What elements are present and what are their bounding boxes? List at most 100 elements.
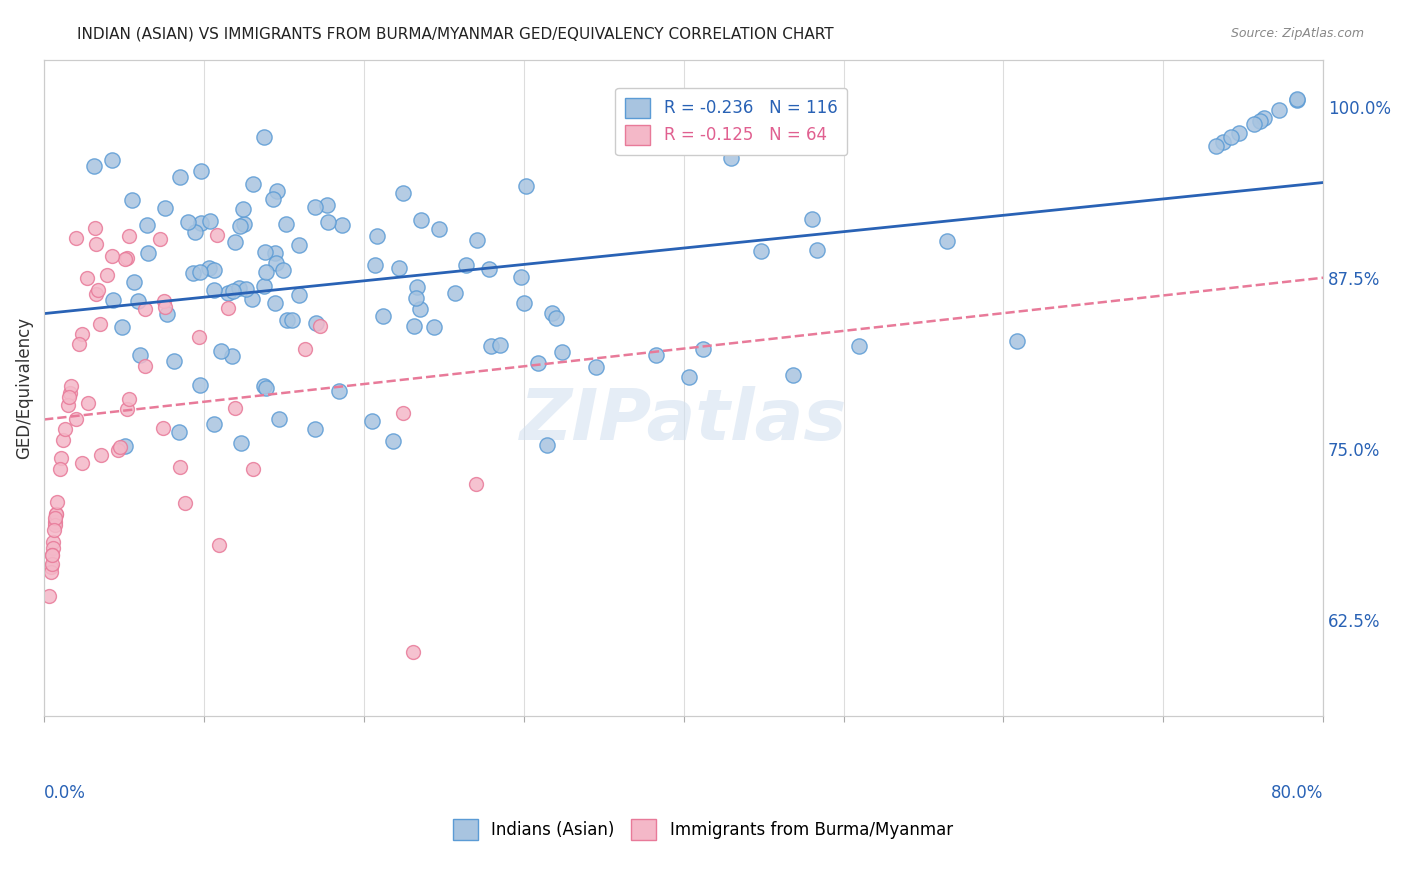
- Point: [232, 202, 254, 217]
- Point: [392, 186, 415, 200]
- Point: [118, 392, 141, 406]
- Point: [152, 421, 174, 435]
- Point: [423, 320, 446, 334]
- Point: [153, 300, 176, 314]
- Point: [720, 151, 742, 165]
- Point: [128, 348, 150, 362]
- Point: [1212, 135, 1234, 149]
- Point: [366, 229, 388, 244]
- Point: [163, 354, 186, 368]
- Point: [1005, 334, 1028, 349]
- Point: [316, 198, 339, 212]
- Point: [184, 225, 207, 239]
- Point: [183, 266, 205, 280]
- Point: [169, 169, 191, 184]
- Point: [513, 296, 536, 310]
- Point: [83, 159, 105, 173]
- Point: [254, 264, 277, 278]
- Point: [52, 433, 75, 447]
- Point: [536, 438, 558, 452]
- Point: [479, 339, 502, 353]
- Point: [69, 337, 91, 351]
- Point: [117, 229, 139, 244]
- Text: 80.0%: 80.0%: [1271, 784, 1323, 803]
- Point: [89, 318, 111, 332]
- Point: [41, 549, 63, 563]
- Point: [115, 251, 138, 265]
- Point: [167, 425, 190, 439]
- Point: [115, 402, 138, 417]
- Point: [188, 378, 211, 392]
- Point: [65, 412, 87, 426]
- Point: [749, 244, 772, 258]
- Point: [58, 391, 80, 405]
- Point: [197, 260, 219, 275]
- Point: [103, 293, 125, 307]
- Point: [190, 216, 212, 230]
- Point: [240, 292, 263, 306]
- Point: [509, 270, 531, 285]
- Point: [392, 407, 415, 421]
- Point: [53, 422, 76, 436]
- Point: [221, 349, 243, 363]
- Point: [402, 319, 425, 334]
- Point: [454, 259, 477, 273]
- Point: [444, 286, 467, 301]
- Point: [405, 292, 427, 306]
- Point: [429, 222, 451, 236]
- Point: [65, 231, 87, 245]
- Point: [264, 246, 287, 260]
- Point: [45, 507, 67, 521]
- Point: [38, 589, 60, 603]
- Point: [209, 344, 232, 359]
- Point: [309, 319, 332, 334]
- Point: [188, 264, 211, 278]
- Point: [304, 200, 326, 214]
- Point: [41, 559, 63, 574]
- Point: [409, 302, 432, 317]
- Point: [782, 368, 804, 383]
- Point: [156, 307, 179, 321]
- Point: [39, 565, 62, 579]
- Point: [83, 221, 105, 235]
- Point: [288, 237, 311, 252]
- Point: [1286, 93, 1309, 107]
- Point: [84, 237, 107, 252]
- Point: [801, 212, 824, 227]
- Point: [264, 256, 287, 270]
- Point: [478, 261, 501, 276]
- Point: [515, 178, 537, 193]
- Point: [644, 348, 666, 362]
- Point: [96, 268, 118, 283]
- Point: [1253, 112, 1275, 126]
- Point: [202, 417, 225, 431]
- Legend: R = -0.236   N = 116, R = -0.125   N = 64: R = -0.236 N = 116, R = -0.125 N = 64: [616, 87, 848, 155]
- Point: [124, 275, 146, 289]
- Point: [42, 535, 65, 549]
- Point: [242, 178, 264, 192]
- Point: [330, 219, 353, 233]
- Text: INDIAN (ASIAN) VS IMMIGRANTS FROM BURMA/MYANMAR GED/EQUIVALENCY CORRELATION CHAR: INDIAN (ASIAN) VS IMMIGRANTS FROM BURMA/…: [77, 27, 834, 42]
- Point: [262, 193, 284, 207]
- Point: [287, 288, 309, 302]
- Point: [409, 212, 432, 227]
- Point: [111, 319, 134, 334]
- Point: [692, 342, 714, 356]
- Point: [229, 436, 252, 450]
- Point: [134, 301, 156, 316]
- Point: [100, 153, 122, 167]
- Point: [44, 511, 66, 525]
- Point: [41, 548, 63, 562]
- Point: [77, 396, 100, 410]
- Point: [364, 258, 387, 272]
- Point: [114, 439, 136, 453]
- Point: [678, 370, 700, 384]
- Point: [467, 233, 489, 247]
- Point: [153, 293, 176, 308]
- Point: [254, 381, 277, 395]
- Point: [114, 252, 136, 267]
- Point: [60, 379, 83, 393]
- Point: [848, 339, 870, 353]
- Point: [42, 541, 65, 555]
- Point: [121, 194, 143, 208]
